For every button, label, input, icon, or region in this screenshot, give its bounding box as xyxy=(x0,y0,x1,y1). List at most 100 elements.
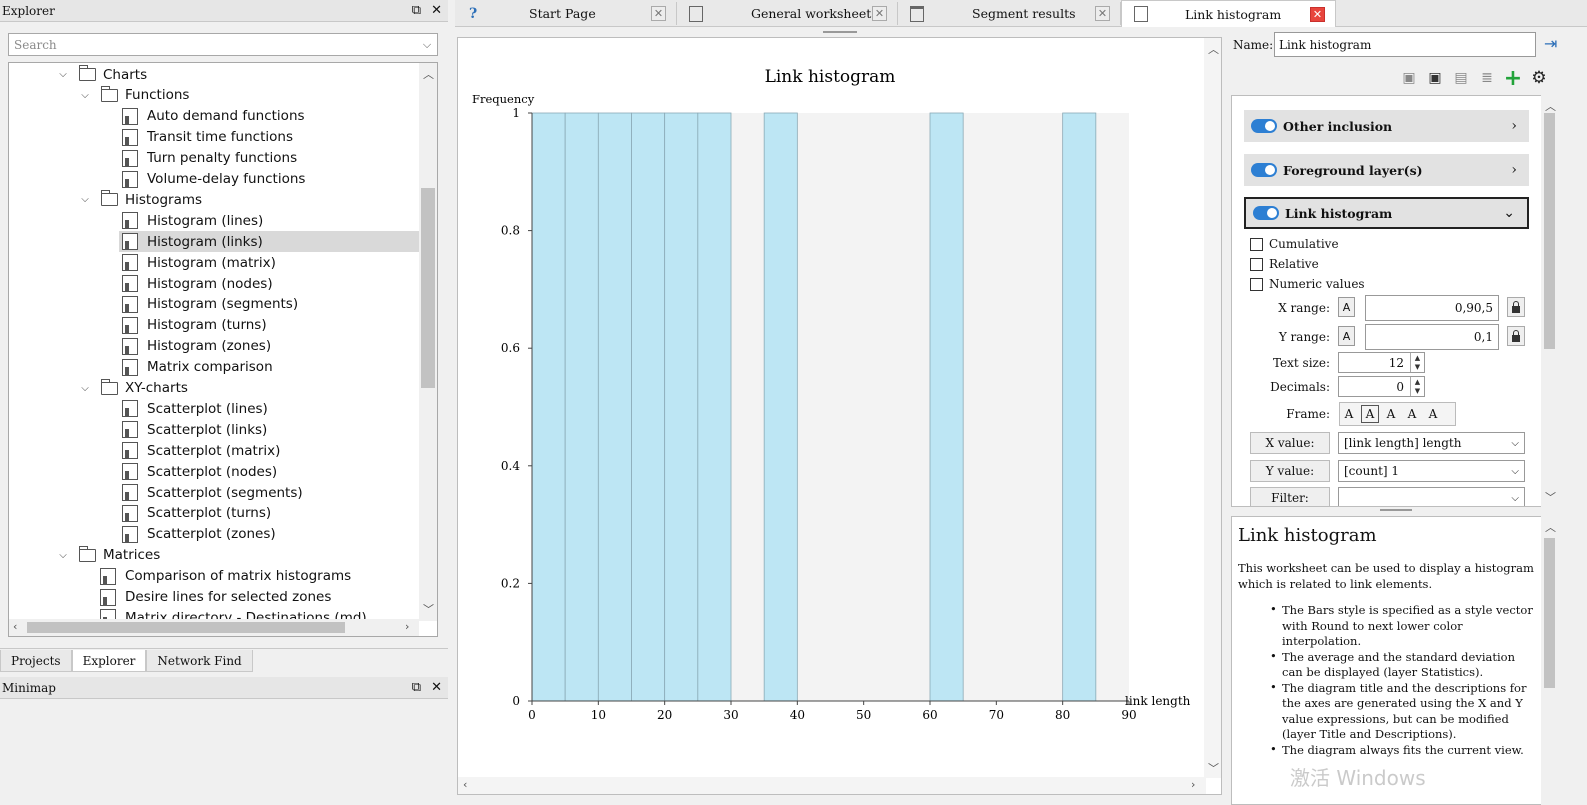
chevron-down-icon[interactable]: ⌵ xyxy=(81,194,89,206)
float-window-icon[interactable]: ⧉ xyxy=(411,3,422,18)
x-value-button[interactable]: X value: xyxy=(1250,432,1330,454)
tree-folder[interactable]: ⌵ XY-charts xyxy=(79,378,188,399)
tree-horizontal-scrollbar[interactable]: ‹ › xyxy=(9,619,419,636)
close-icon[interactable]: ✕ xyxy=(651,6,666,21)
tree-vertical-scrollbar[interactable]: ︿ ﹀ xyxy=(419,63,437,621)
tree-item[interactable]: Desire lines for selected zones xyxy=(100,587,331,608)
tree-item[interactable]: Scatterplot (lines) xyxy=(122,398,268,419)
chevron-down-icon[interactable]: ⌵ xyxy=(422,37,432,51)
tree-item[interactable]: Histogram (nodes) xyxy=(122,273,273,294)
chart-horizontal-scrollbar[interactable]: ‹ › xyxy=(458,777,1206,794)
scroll-down-icon[interactable]: ﹀ xyxy=(423,603,434,616)
scroll-down-icon[interactable]: ﹀ xyxy=(1545,491,1556,504)
tree-item[interactable]: Scatterplot (turns) xyxy=(122,503,271,524)
checkbox-box[interactable] xyxy=(1250,277,1263,291)
properties-scrollbar[interactable]: ︿ ﹀ xyxy=(1541,95,1558,507)
add-icon[interactable]: + xyxy=(1503,65,1523,91)
filter-button[interactable]: Filter: xyxy=(1250,487,1330,506)
chevron-down-icon[interactable]: ⌄ xyxy=(1503,205,1515,221)
scroll-thumb[interactable] xyxy=(27,622,345,633)
frame-option[interactable]: A xyxy=(1407,407,1417,421)
chevron-down-icon[interactable]: ⌵ xyxy=(81,382,89,394)
chevron-right-icon[interactable]: › xyxy=(1511,118,1517,134)
chevron-down-icon[interactable]: ⌵ xyxy=(59,549,67,561)
spin-arrows-icon[interactable]: ▲ ▼ xyxy=(1410,353,1424,372)
gear-icon[interactable]: ⚙ xyxy=(1531,68,1547,88)
y-range-input[interactable]: 0,1 xyxy=(1365,324,1499,350)
chevron-down-icon[interactable]: ⌵ xyxy=(81,89,89,101)
save-as-icon[interactable]: ▣ xyxy=(1428,70,1442,86)
close-icon[interactable]: ✕ xyxy=(431,3,442,18)
tree-item[interactable]: Scatterplot (segments) xyxy=(122,482,303,503)
scroll-up-icon[interactable]: ︿ xyxy=(1208,43,1219,56)
tree-item[interactable]: Scatterplot (zones) xyxy=(122,524,276,545)
toggle-switch[interactable] xyxy=(1253,206,1279,220)
frame-option[interactable]: A xyxy=(1428,407,1438,421)
chevron-down-icon[interactable]: ⌵ xyxy=(59,69,67,80)
document-tab[interactable]: ? Start Page ✕ xyxy=(455,2,677,25)
chevron-right-icon[interactable]: › xyxy=(1511,162,1517,178)
group-other-inclusion[interactable]: Other inclusion › xyxy=(1244,110,1529,142)
tree-item[interactable]: Histogram (zones) xyxy=(122,336,271,357)
tree-item[interactable]: Histogram (segments) xyxy=(122,294,298,315)
name-field[interactable]: Link histogram xyxy=(1274,32,1536,57)
scroll-left-icon[interactable]: ‹ xyxy=(13,620,18,633)
scroll-thumb[interactable] xyxy=(421,188,435,388)
relative-checkbox[interactable]: Relative xyxy=(1250,257,1319,271)
scroll-up-icon[interactable]: ︿ xyxy=(1545,521,1556,534)
description-scrollbar[interactable]: ︿ xyxy=(1541,516,1558,805)
scroll-right-icon[interactable]: › xyxy=(1191,778,1196,791)
dock-icon[interactable]: ⇥ xyxy=(1544,34,1558,53)
y-value-select[interactable]: [count] 1 ⌵ xyxy=(1338,460,1525,482)
numeric-values-checkbox[interactable]: Numeric values xyxy=(1250,277,1365,291)
tree-item[interactable]: Scatterplot (links) xyxy=(122,419,267,440)
scroll-up-icon[interactable]: ︿ xyxy=(423,68,434,81)
x-range-auto-button[interactable]: A xyxy=(1338,297,1355,317)
scroll-left-icon[interactable]: ‹ xyxy=(463,778,468,791)
group-foreground-layers[interactable]: Foreground layer(s) › xyxy=(1244,154,1529,186)
group-link-histogram[interactable]: Link histogram ⌄ xyxy=(1244,197,1529,229)
bottom-tab[interactable]: Projects xyxy=(0,650,72,672)
checkbox-box[interactable] xyxy=(1250,237,1263,251)
load-icon[interactable]: ▤ xyxy=(1454,70,1468,86)
scroll-down-icon[interactable]: ﹀ xyxy=(1208,762,1219,775)
chevron-down-icon[interactable]: ⌵ xyxy=(1511,437,1519,449)
tree-item[interactable]: Histogram (turns) xyxy=(122,315,267,336)
tree-item[interactable]: Transit time functions xyxy=(122,127,293,148)
tree-item[interactable]: Comparison of matrix histograms xyxy=(100,566,351,587)
frame-option[interactable]: A xyxy=(1361,405,1379,423)
float-window-icon[interactable]: ⧉ xyxy=(411,680,422,695)
document-tab[interactable]: General worksheet ✕ xyxy=(677,2,898,25)
tree-item[interactable]: Matrix comparison xyxy=(122,357,273,378)
search-input[interactable]: Search ⌵ xyxy=(8,33,438,56)
y-range-auto-button[interactable]: A xyxy=(1338,326,1355,346)
scroll-thumb[interactable] xyxy=(1544,538,1555,688)
tree-item[interactable]: Scatterplot (matrix) xyxy=(122,440,280,461)
tree-item[interactable]: Histogram (lines) xyxy=(122,210,263,231)
text-size-stepper[interactable]: 12 ▲ ▼ xyxy=(1338,352,1425,373)
scroll-right-icon[interactable]: › xyxy=(405,620,410,633)
scroll-up-icon[interactable]: ︿ xyxy=(1545,100,1556,113)
x-range-lock-button[interactable] xyxy=(1507,297,1525,317)
splitter-handle[interactable] xyxy=(1380,509,1412,511)
tree-folder[interactable]: ⌵ Charts xyxy=(57,64,147,85)
tree-folder[interactable]: ⌵ Histograms xyxy=(79,189,202,210)
y-range-lock-button[interactable] xyxy=(1507,326,1525,346)
save-icon[interactable]: ▣ xyxy=(1402,70,1416,86)
x-value-select[interactable]: [link length] length ⌵ xyxy=(1338,432,1525,454)
sort-icon[interactable]: ≣ xyxy=(1481,70,1493,86)
filter-select[interactable]: ⌵ xyxy=(1338,487,1525,506)
toggle-switch[interactable] xyxy=(1251,119,1277,133)
x-range-input[interactable]: 0,90,5 xyxy=(1365,295,1499,321)
frame-option[interactable]: A xyxy=(1386,407,1396,421)
close-icon[interactable]: ✕ xyxy=(1095,6,1110,21)
toggle-switch[interactable] xyxy=(1251,163,1277,177)
bottom-tab[interactable]: Explorer xyxy=(71,650,147,672)
tree-folder[interactable]: ⌵ Matrices xyxy=(57,545,160,566)
chart-vertical-scrollbar[interactable]: ︿ ﹀ xyxy=(1204,38,1221,778)
tree-folder[interactable]: ⌵ Functions xyxy=(79,85,189,106)
scroll-thumb[interactable] xyxy=(1544,113,1555,349)
tree-item[interactable]: Histogram (links) xyxy=(119,231,419,253)
tree-item[interactable]: Auto demand functions xyxy=(122,106,305,127)
splitter-handle[interactable] xyxy=(823,31,857,33)
